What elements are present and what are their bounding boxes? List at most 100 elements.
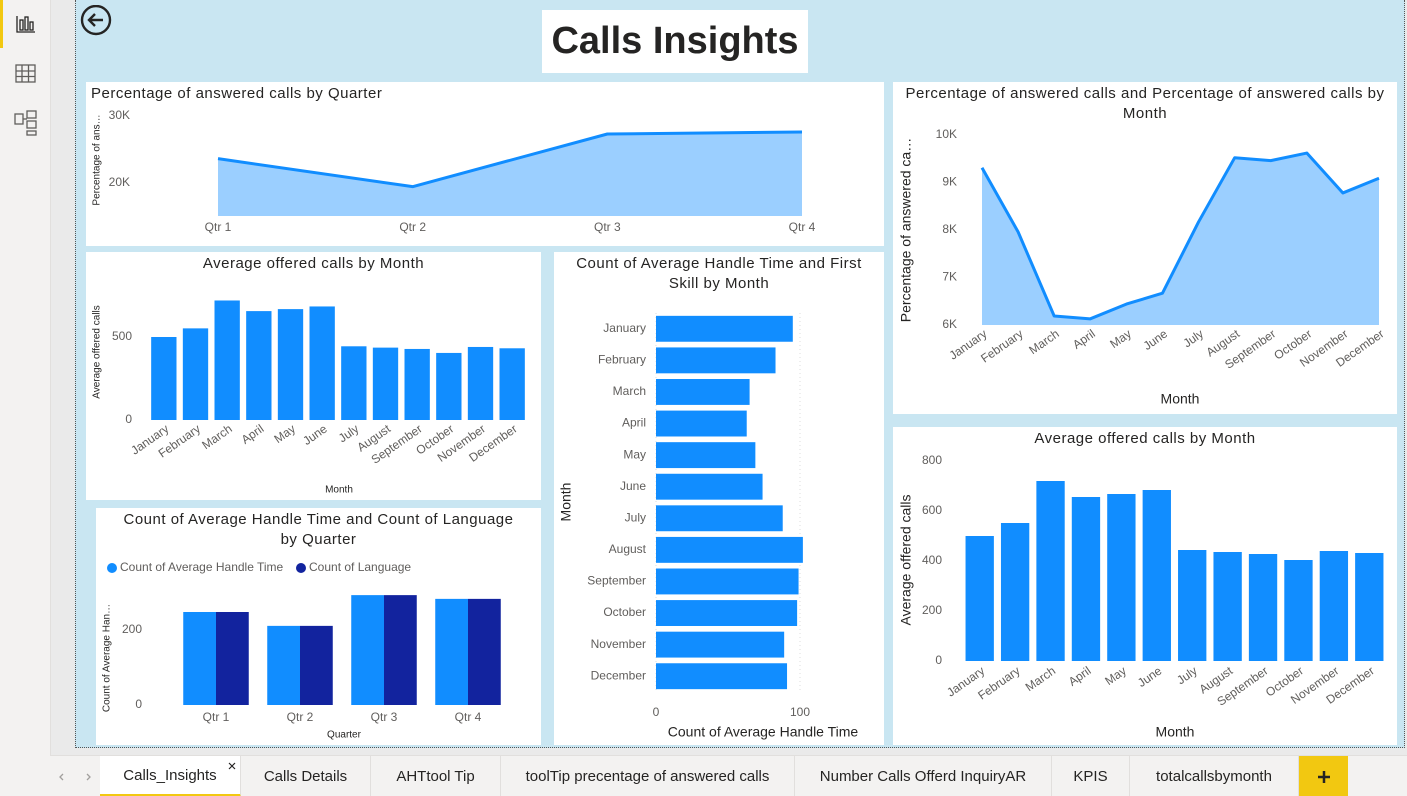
bar (656, 505, 783, 532)
y-tick-label: 30K (109, 108, 130, 122)
y-tick-label: November (591, 637, 646, 651)
visual: Count of Average Han… Quarter 0 200 Qtr 1 Qtr… (96, 508, 541, 745)
x-tick-label: 0 (653, 705, 660, 719)
chart: Percentage of answered ca… Month 6K 7K 8K 9K 1… (898, 127, 1387, 407)
bar (300, 625, 333, 705)
y-tick-label: December (591, 668, 646, 682)
bar (1178, 550, 1207, 661)
bar (1107, 494, 1136, 661)
chart-title: Percentage of answered calls and Percent… (905, 85, 1385, 122)
x-tick-label: 100 (790, 705, 810, 719)
x-axis-title: Month (325, 485, 353, 496)
y-tick-label: February (598, 353, 646, 367)
y-tick-label: September (587, 574, 646, 588)
y-axis-title: Month (558, 483, 574, 522)
chart: Month Count of Average Handle Time 0 100 Jan… (558, 313, 859, 740)
bar (656, 347, 776, 374)
y-tick-label: January (603, 321, 646, 335)
model-view-icon[interactable] (14, 110, 37, 136)
y-tick-label: May (623, 447, 646, 461)
visual: Percentage of answered ca… Month 6K 7K 8K 9K 1… (893, 82, 1397, 414)
chart-title: Count of Average Handle Time and First S… (576, 255, 862, 292)
visual: Average offered calls Month 0 500 January Feb… (86, 252, 541, 500)
page-tab[interactable]: AHTtool Tip (371, 756, 501, 796)
legend-label: Count of Language (309, 560, 411, 574)
bar (404, 348, 430, 420)
x-tick-label: Qtr 3 (594, 220, 621, 234)
x-tick-label: Qtr 4 (789, 220, 816, 234)
bar (182, 328, 209, 420)
sidebar-icons (0, 0, 37, 136)
tab-label: Calls Details (263, 768, 348, 785)
chart: Count of Average Han… Quarter 0 200 Qtr 1 Qtr… (102, 560, 501, 741)
y-tick-label: 600 (922, 503, 942, 517)
x-tick-label: March (1026, 327, 1061, 358)
page-tab[interactable]: totalcallsbymonth (1130, 756, 1299, 796)
visual: Percentage of ans… 20K 30K Qtr 1 Qtr 2 Qtr 3 Q… (86, 82, 884, 246)
bar (151, 337, 177, 420)
x-tick-label: May (271, 422, 298, 446)
bar (216, 612, 249, 705)
plus-icon (1317, 770, 1330, 783)
bar (656, 600, 798, 626)
page-tab[interactable]: KPIS (1052, 756, 1130, 796)
x-tick-label: Qtr 3 (371, 710, 398, 724)
y-axis-title: Count of Average Han… (102, 604, 113, 712)
tab-label: KPIS (1073, 768, 1108, 785)
x-tick-label: July (1174, 664, 1200, 688)
bar (656, 663, 788, 690)
sidebar (0, 0, 51, 796)
tab-nav[interactable] (50, 756, 100, 796)
x-tick-label: Qtr 2 (399, 220, 426, 234)
visual: Average offered calls Month 0 200 400 600 800 J… (893, 427, 1397, 745)
back-button[interactable] (80, 5, 114, 39)
data-view-icon[interactable] (15, 64, 36, 83)
add-page-button[interactable] (1299, 756, 1348, 796)
page-tab[interactable]: Number Calls Offerd InquiryAR (795, 756, 1052, 796)
y-tick-label: 0 (135, 697, 142, 711)
page-tab[interactable]: toolTip precentage of answered calls (501, 756, 795, 796)
x-tick-label: March (199, 422, 234, 453)
x-tick-label: April (1066, 664, 1094, 689)
bar (656, 410, 747, 437)
x-tick-label: April (239, 422, 267, 447)
chart: Average offered calls Month 0 200 400 600 800 J… (898, 453, 1384, 740)
y-tick-label: 0 (125, 412, 132, 426)
bar (1319, 551, 1349, 661)
x-tick-label: June (300, 421, 330, 448)
bar (499, 348, 525, 420)
bar (267, 625, 300, 705)
x-tick-label: Qtr 2 (287, 710, 314, 724)
bar (656, 379, 750, 405)
report-view-icon[interactable] (16, 16, 35, 33)
x-tick-label: March (1023, 664, 1058, 695)
y-tick-label: 500 (112, 329, 132, 343)
bar (246, 311, 272, 420)
y-tick-label: 200 (922, 603, 942, 617)
y-tick-label: July (625, 510, 646, 524)
tab-label: Number Calls Offerd InquiryAR (819, 768, 1027, 785)
legend-marker (107, 563, 117, 573)
chart-title: Percentage of answered calls by Quarter (91, 85, 383, 102)
chart-title: Average offered calls by Month (1034, 430, 1256, 447)
tab-close[interactable] (228, 762, 236, 770)
bar (1000, 523, 1030, 661)
x-axis-title: Count of Average Handle Time (668, 724, 859, 740)
bar (435, 598, 468, 705)
bar (1355, 553, 1384, 661)
x-tick-label: June (1135, 663, 1165, 690)
x-axis-title: Month (1161, 391, 1200, 407)
y-tick-label: 0 (935, 653, 942, 667)
page-tab[interactable]: Calls Details (241, 756, 371, 796)
x-tick-label: July (1181, 327, 1207, 351)
bar (341, 346, 367, 420)
bar (384, 595, 417, 705)
y-tick-label: March (613, 384, 646, 398)
bar (1213, 552, 1242, 661)
line (980, 151, 1380, 321)
page-tab[interactable]: Calls_Insights (100, 756, 241, 796)
bar (656, 442, 756, 469)
x-tick-label: May (1102, 664, 1129, 688)
area (982, 153, 1379, 325)
